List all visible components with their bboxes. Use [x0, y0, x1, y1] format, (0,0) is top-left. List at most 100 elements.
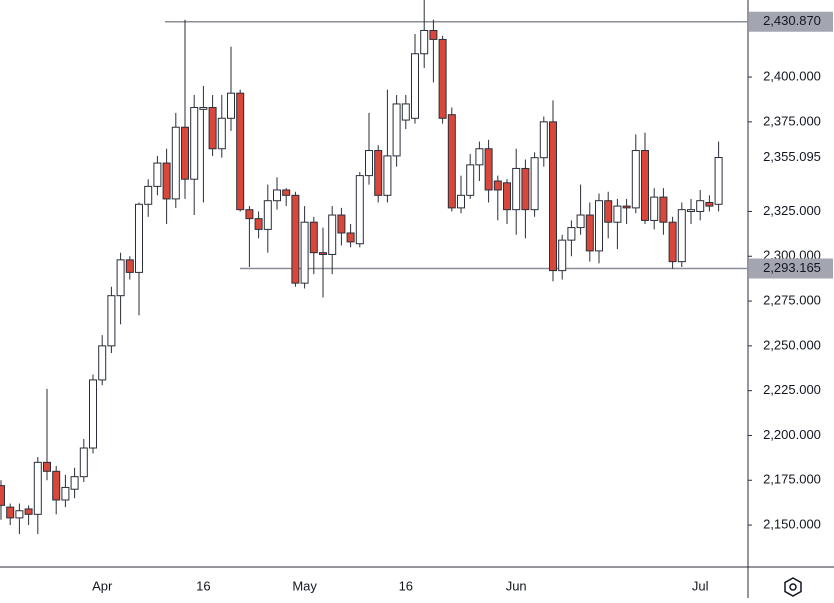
candle-body: [677, 209, 686, 263]
candle-body: [631, 150, 640, 209]
candle-body: [622, 205, 631, 209]
candle-body: [392, 103, 401, 157]
candle-body: [0, 485, 5, 506]
candle-body: [585, 214, 594, 252]
candle-body: [319, 252, 327, 255]
candle-body: [70, 476, 79, 490]
level-label: 2,293.165: [763, 260, 821, 275]
candle-body: [300, 221, 309, 284]
y-tick-label: 2,325.000: [763, 203, 821, 218]
candle-body: [254, 218, 263, 230]
x-tick-label: 16: [399, 578, 413, 593]
candle-body: [282, 189, 291, 196]
candle-body: [641, 150, 649, 221]
candle-body: [668, 221, 677, 263]
candle-body: [530, 157, 539, 211]
candle-body: [245, 209, 254, 220]
candle-body: [125, 259, 134, 273]
candle-body: [705, 202, 714, 207]
candle-body: [328, 214, 337, 255]
y-tick-label: 2,150.000: [763, 517, 821, 532]
candle-body: [6, 506, 15, 519]
level-label-bg: [749, 11, 833, 32]
candle-body: [217, 117, 226, 150]
candle-body: [162, 162, 171, 200]
y-tick-label: 2,175.000: [763, 472, 821, 487]
candle-body: [383, 155, 392, 196]
candle-body: [613, 205, 622, 223]
candle-body: [79, 447, 88, 478]
candle-body: [43, 461, 51, 472]
candle-body: [98, 345, 107, 381]
candle-body: [576, 214, 585, 229]
candle-body: [171, 126, 180, 200]
candle-body: [420, 29, 429, 55]
y-tick-label: 2,225.000: [763, 382, 821, 397]
y-tick-label: 2,275.000: [763, 292, 821, 307]
candle-body: [153, 162, 162, 187]
candle-body: [208, 107, 217, 150]
last-price-label: 2,355.095: [763, 149, 821, 164]
candle-body: [447, 114, 456, 209]
last-price-bg: [749, 147, 833, 168]
candle-body: [475, 148, 484, 166]
candle-body: [199, 107, 208, 110]
candle-body: [714, 157, 723, 205]
candle-body: [567, 227, 576, 241]
x-tick-label: 16: [196, 578, 210, 593]
candle-body: [52, 470, 61, 501]
settings-icon[interactable]: [784, 577, 802, 597]
candle-body: [457, 194, 465, 209]
candle-body: [484, 148, 493, 191]
candle-body: [659, 196, 668, 223]
candle-body: [263, 200, 272, 230]
candle-body: [438, 38, 447, 119]
candle-body: [650, 196, 659, 221]
candle-body: [33, 461, 42, 515]
candle-body: [89, 379, 97, 449]
candle-body: [604, 200, 613, 223]
candle-body: [493, 180, 502, 191]
candle-body: [236, 92, 245, 211]
candle-body: [116, 259, 125, 297]
candle-body: [503, 182, 511, 211]
y-tick-label: 2,250.000: [763, 337, 821, 352]
candle-body: [135, 203, 143, 273]
candle-body: [355, 175, 364, 245]
candle-body: [15, 510, 24, 519]
candle-body: [429, 29, 438, 40]
candle-body: [365, 150, 373, 177]
candle-body: [558, 239, 567, 272]
candle-body: [466, 164, 475, 196]
candle-body: [346, 232, 355, 243]
candle-body: [227, 92, 235, 119]
candle-body: [401, 103, 410, 121]
candle-body: [539, 121, 548, 159]
y-tick-label: 2,400.000: [763, 68, 821, 83]
candle-body: [337, 214, 346, 234]
candle-body: [273, 189, 281, 202]
settings-icon-dot[interactable]: [789, 583, 797, 591]
candle-body: [696, 200, 705, 212]
candle-body: [549, 121, 557, 272]
candle-body: [291, 194, 300, 284]
candle-body: [521, 167, 530, 211]
settings-button[interactable]: [784, 577, 802, 597]
candle-body: [144, 185, 153, 205]
candle-body: [61, 486, 70, 501]
x-tick-label: Jun: [506, 578, 527, 593]
y-tick-label: 2,200.000: [763, 427, 821, 442]
candle-body: [24, 508, 33, 515]
level-label: 2,430.870: [763, 13, 821, 28]
candle-body: [190, 107, 199, 180]
candle-body: [181, 126, 189, 180]
level-label-bg: [749, 258, 833, 279]
y-tick-label: 2,375.000: [763, 113, 821, 128]
candle-body: [107, 295, 116, 347]
candle-body: [512, 167, 521, 211]
candle-body: [309, 221, 318, 254]
candle-body: [374, 150, 383, 196]
candle-body: [595, 200, 603, 252]
x-tick-label: Apr: [92, 578, 113, 593]
